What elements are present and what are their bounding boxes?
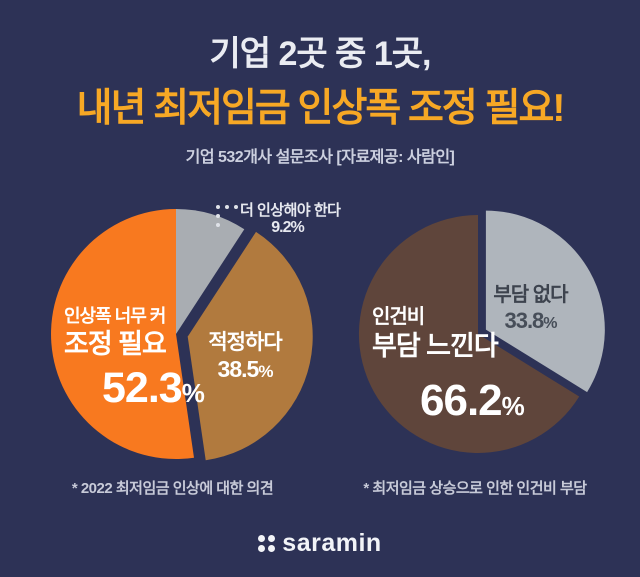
right-pie-no-burden-text: 부담 없다 [493, 284, 568, 306]
right-pie-slice-no-burden [485, 210, 605, 393]
left-pie-main-label-line2: 조정 필요 [64, 329, 167, 359]
left-pie-raise-more-label: 더 인상해야 한다 [240, 202, 341, 219]
left-pie-chart [51, 209, 313, 461]
right-pie-chart [358, 210, 605, 453]
right-chart-caption: * 최저임금 상승으로 인한 인건비 부담 [363, 480, 587, 497]
saramin-logo-text: saramin [282, 529, 382, 557]
left-pie-appropriate-value: 38.5% [195, 356, 295, 385]
leader-dot [216, 214, 220, 218]
logo-dot [268, 545, 276, 552]
saramin-logo: saramin [0, 529, 640, 558]
left-pie-main-value-number: 52.3 [102, 364, 183, 412]
left-pie-appropriate-text: 적정하다 [208, 331, 282, 354]
left-pie-main-label: 인상폭 너무 커 조정 필요 [64, 304, 167, 359]
right-pie-main-value: 66.2% [420, 376, 525, 426]
left-pie-appropriate-value-number: 38.5 [217, 356, 260, 382]
logo-dot [258, 545, 266, 552]
right-pie-main-value-number: 66.2 [420, 376, 503, 425]
logo-dot [258, 535, 266, 542]
right-pie-no-burden-label: 부담 없다 33.8% [473, 283, 588, 337]
left-pie-main-label-line1: 인상폭 너무 커 [64, 306, 166, 326]
left-pie-raise-more-value: 9.2% [240, 219, 335, 237]
left-pie-appropriate-label: 적정하다 38.5% [195, 330, 295, 385]
title-line-2: 내년 최저임금 인상폭 조정 필요! [76, 87, 566, 130]
right-pie-main-label-line1: 인건비 [372, 306, 425, 328]
left-pie-raise-more-value-unit: % [290, 219, 305, 236]
leader-dots [216, 205, 246, 233]
left-pie-raise-more-value-number: 9.2 [271, 219, 291, 236]
left-pie-main-value-unit: % [181, 378, 205, 408]
leader-dot [225, 205, 229, 209]
left-pie-slice-raise-more [176, 209, 245, 334]
leader-dot [216, 205, 220, 209]
right-pie-main-value-unit: % [501, 391, 525, 421]
survey-subtitle: 기업 532개사 설문조사 [자료제공: 사람인] [185, 149, 455, 166]
right-pie-slice-labor-cost-burden [358, 214, 580, 453]
leader-dot [234, 205, 238, 209]
right-pie-no-burden-value-number: 33.8 [504, 308, 544, 333]
left-chart-caption: * 2022 최저임금 인상에 대한 의견 [71, 480, 274, 497]
right-pie-main-label-line2: 부담 느낀다 [372, 331, 499, 361]
left-pie-main-value: 52.3% [102, 364, 205, 413]
right-pie-no-burden-value: 33.8% [473, 308, 588, 337]
saramin-logo-icon [258, 535, 276, 552]
left-pie-appropriate-value-unit: % [258, 362, 273, 381]
title-line-1: 기업 2곳 중 1곳, [209, 35, 431, 73]
left-pie-slice-adjustment-needed [51, 209, 194, 459]
leader-dot [216, 223, 220, 227]
right-pie-no-burden-value-unit: % [543, 315, 557, 332]
left-pie-slice-appropriate [187, 231, 313, 461]
logo-dot [268, 535, 276, 542]
